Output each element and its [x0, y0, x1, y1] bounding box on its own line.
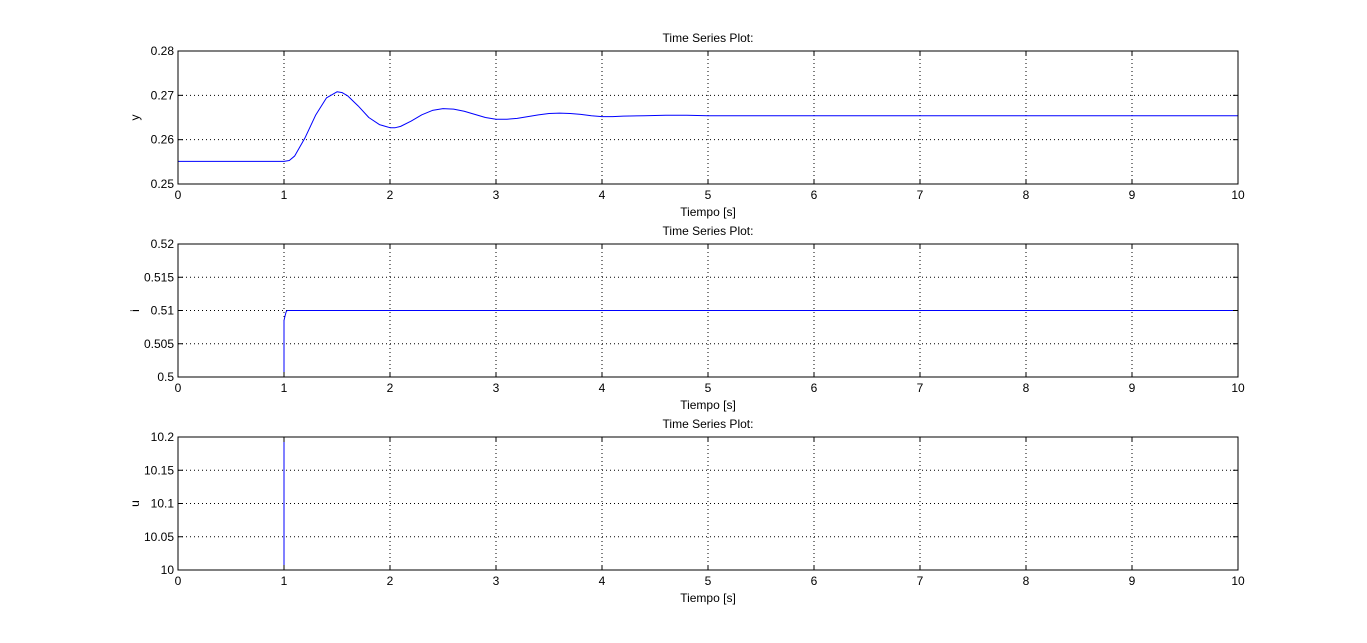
x-tick-label: 6	[811, 381, 818, 395]
grid	[178, 437, 1238, 570]
subplot-title: Time Series Plot:	[663, 417, 754, 431]
grid	[178, 51, 1238, 184]
x-tick-label: 2	[387, 381, 394, 395]
x-tick-label: 4	[599, 381, 606, 395]
x-tick-label: 8	[1023, 574, 1030, 588]
y-tick-label: 0.515	[144, 270, 174, 284]
x-tick-label: 6	[811, 574, 818, 588]
x-tick-label: 0	[175, 381, 182, 395]
y-tick-label: 10.2	[151, 430, 175, 444]
x-tick-label: 8	[1023, 381, 1030, 395]
y-tick-label: 0.27	[151, 88, 175, 102]
x-tick-label: 1	[281, 574, 288, 588]
subplot-title: Time Series Plot:	[663, 31, 754, 45]
x-tick-label: 0	[175, 574, 182, 588]
x-tick-label: 0	[175, 188, 182, 202]
y-tick-label: 0.505	[144, 337, 174, 351]
y-tick-label: 0.52	[151, 237, 175, 251]
x-axis-label: Tiempo [s]	[680, 205, 736, 219]
x-tick-label: 7	[917, 574, 924, 588]
y-tick-label: 10.1	[151, 497, 175, 511]
x-tick-label: 6	[811, 188, 818, 202]
y-axis-label: i	[128, 309, 142, 312]
x-tick-label: 3	[493, 188, 500, 202]
x-tick-label: 9	[1129, 381, 1136, 395]
x-tick-label: 1	[281, 381, 288, 395]
x-tick-label: 5	[705, 188, 712, 202]
y-tick-label: 0.25	[151, 177, 175, 191]
x-tick-label: 5	[705, 574, 712, 588]
x-tick-label: 3	[493, 381, 500, 395]
x-tick-label: 1	[281, 188, 288, 202]
x-tick-label: 2	[387, 188, 394, 202]
subplot-u: 0 1 2 3 4 5 6 7 8 9 10 10 10.05 10.1 10.15 10.2 Time Se…	[128, 417, 1245, 605]
subplot-title: Time Series Plot:	[663, 224, 754, 238]
y-tick-label: 10.15	[144, 463, 174, 477]
series-line	[283, 310, 1238, 377]
x-tick-label: 3	[493, 574, 500, 588]
x-tick-label: 4	[599, 574, 606, 588]
subplot-i: 0 1 2 3 4 5 6 7 8 9 10 0.5 0.505 0.51 0.515 0.52 Time S…	[128, 224, 1245, 412]
x-tick-label: 9	[1129, 574, 1136, 588]
x-tick-label: 9	[1129, 188, 1136, 202]
series-line	[178, 91, 1238, 162]
ticks: 0 1 2 3 4 5 6 7 8 9 10 0.25 0.26 0.27 0.28	[151, 44, 1245, 202]
x-tick-label: 4	[599, 188, 606, 202]
x-tick-label: 7	[917, 188, 924, 202]
data-line	[283, 310, 1238, 377]
data-line	[178, 91, 1238, 162]
y-tick-label: 0.28	[151, 44, 175, 58]
x-tick-label: 8	[1023, 188, 1030, 202]
y-axis-label: y	[128, 115, 142, 121]
x-tick-label: 2	[387, 574, 394, 588]
x-tick-label: 10	[1231, 574, 1245, 588]
ticks: 0 1 2 3 4 5 6 7 8 9 10 0.5 0.505 0.51 0.515 0.52	[144, 237, 1245, 395]
y-tick-label: 0.26	[151, 133, 175, 147]
x-tick-label: 10	[1231, 381, 1245, 395]
y-axis-label: u	[128, 500, 142, 507]
y-tick-label: 10.05	[144, 530, 174, 544]
x-tick-label: 10	[1231, 188, 1245, 202]
x-tick-label: 5	[705, 381, 712, 395]
y-tick-label: 10	[161, 563, 175, 577]
ticks: 0 1 2 3 4 5 6 7 8 9 10 10 10.05 10.1 10.15 10.2	[144, 430, 1245, 588]
subplot-y: 0 1 2 3 4 5 6 7 8 9 10 0.25 0.26 0.27 0.28 Time Series…	[128, 31, 1245, 219]
x-axis-label: Tiempo [s]	[680, 398, 736, 412]
y-tick-label: 0.5	[157, 370, 174, 384]
y-tick-label: 0.51	[151, 304, 175, 318]
x-axis-label: Tiempo [s]	[680, 591, 736, 605]
x-tick-label: 7	[917, 381, 924, 395]
